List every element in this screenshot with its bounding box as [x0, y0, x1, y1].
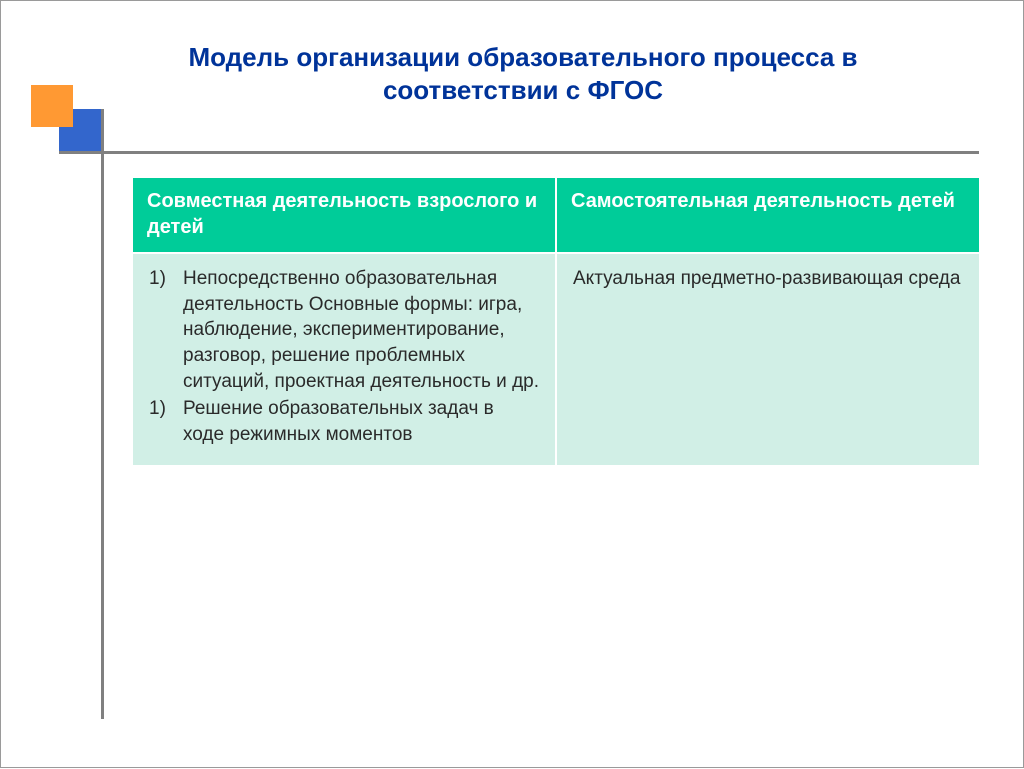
table-header-right: Самостоятельная деятельность детей [556, 177, 980, 253]
list-item-text: Непосредственно образовательная деятельн… [183, 268, 539, 392]
list-item-number: 1) [149, 266, 166, 292]
slide-title: Модель организации образовательного проц… [143, 41, 903, 106]
decor-vertical-line [101, 109, 104, 719]
content-table: Совместная деятельность взрослого и дете… [131, 176, 981, 467]
list-item-text: Решение образовательных задач в ходе реж… [183, 398, 494, 445]
decor-square-orange [31, 85, 73, 127]
table-row: 1) Непосредственно образовательная деяте… [132, 253, 980, 466]
table-cell-left: 1) Непосредственно образовательная деяте… [132, 253, 556, 466]
list-item: 1) Непосредственно образовательная деяте… [149, 266, 539, 394]
list-item: 1) Решение образовательных задач в ходе … [149, 396, 539, 447]
table-header-left: Совместная деятельность взрослого и дете… [132, 177, 556, 253]
table-cell-right: Актуальная предметно-развивающая среда [556, 253, 980, 466]
decor-horizontal-line [59, 151, 979, 154]
slide-container: Модель организации образовательного проц… [1, 1, 1024, 769]
content-table-wrap: Совместная деятельность взрослого и дете… [131, 176, 981, 467]
list-item-number: 1) [149, 396, 166, 422]
left-list: 1) Непосредственно образовательная деяте… [149, 266, 539, 447]
